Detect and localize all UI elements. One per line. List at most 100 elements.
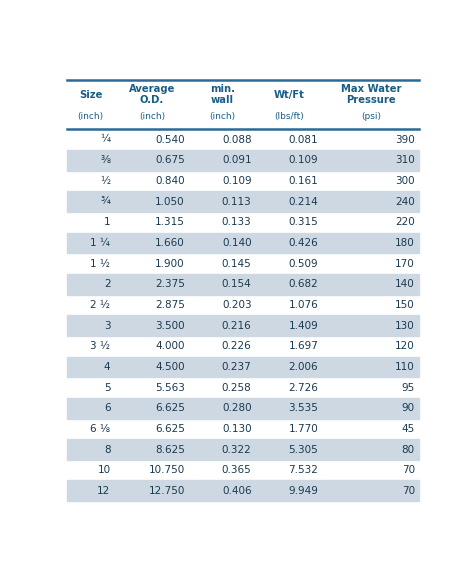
Text: 10.750: 10.750 (148, 465, 185, 475)
Text: 0.322: 0.322 (222, 445, 252, 454)
Text: 80: 80 (402, 445, 415, 454)
Text: 0.280: 0.280 (222, 403, 252, 413)
Text: 0.214: 0.214 (289, 197, 319, 207)
Text: 1.076: 1.076 (289, 300, 319, 310)
Text: 0.154: 0.154 (222, 279, 252, 289)
Text: 0.258: 0.258 (222, 383, 252, 392)
Text: 4.500: 4.500 (155, 362, 185, 372)
Text: 0.140: 0.140 (222, 238, 252, 248)
Text: 0.540: 0.540 (155, 135, 185, 145)
Text: 0.226: 0.226 (222, 341, 252, 351)
Text: 1.660: 1.660 (155, 238, 185, 248)
Text: 3.500: 3.500 (155, 320, 185, 331)
Text: 110: 110 (395, 362, 415, 372)
Text: 0.406: 0.406 (222, 486, 252, 496)
Text: 2.375: 2.375 (155, 279, 185, 289)
Text: 0.109: 0.109 (222, 176, 252, 186)
Text: 2.006: 2.006 (289, 362, 319, 372)
Text: 4: 4 (104, 362, 110, 372)
Text: 0.509: 0.509 (289, 258, 319, 269)
Bar (66, 274, 419, 295)
Text: 5: 5 (104, 383, 110, 392)
Text: 220: 220 (395, 218, 415, 227)
Text: 2 ½: 2 ½ (91, 300, 110, 310)
Bar (66, 357, 419, 377)
Text: (lbs/ft): (lbs/ft) (274, 112, 304, 121)
Text: Average
O.D.: Average O.D. (129, 84, 175, 106)
Text: 1.050: 1.050 (155, 197, 185, 207)
Text: 0.133: 0.133 (222, 218, 252, 227)
Text: ¼: ¼ (100, 135, 110, 145)
Bar (66, 233, 419, 253)
Text: 7.532: 7.532 (289, 465, 319, 475)
Text: 180: 180 (395, 238, 415, 248)
Text: 0.237: 0.237 (222, 362, 252, 372)
Text: 12: 12 (97, 486, 110, 496)
Bar (66, 398, 419, 419)
Text: 3 ½: 3 ½ (91, 341, 110, 351)
Text: 310: 310 (395, 156, 415, 165)
Text: 8: 8 (104, 445, 110, 454)
Text: 0.315: 0.315 (289, 218, 319, 227)
Text: ½: ½ (100, 176, 110, 186)
Text: 170: 170 (395, 258, 415, 269)
Text: 1.900: 1.900 (155, 258, 185, 269)
Text: 90: 90 (402, 403, 415, 413)
Text: 0.365: 0.365 (222, 465, 252, 475)
Text: 70: 70 (402, 486, 415, 496)
Text: 150: 150 (395, 300, 415, 310)
Text: 130: 130 (395, 320, 415, 331)
Bar (66, 315, 419, 336)
Text: 8.625: 8.625 (155, 445, 185, 454)
Text: 140: 140 (395, 279, 415, 289)
Text: 1.770: 1.770 (289, 424, 319, 434)
Text: 70: 70 (402, 465, 415, 475)
Text: 0.081: 0.081 (289, 135, 319, 145)
Text: 0.203: 0.203 (222, 300, 252, 310)
Text: 1.697: 1.697 (289, 341, 319, 351)
Text: 0.216: 0.216 (222, 320, 252, 331)
Text: 4.000: 4.000 (155, 341, 185, 351)
Text: (inch): (inch) (210, 112, 236, 121)
Text: 1 ¼: 1 ¼ (91, 238, 110, 248)
Text: 2.726: 2.726 (289, 383, 319, 392)
Text: 0.840: 0.840 (155, 176, 185, 186)
Text: 0.426: 0.426 (289, 238, 319, 248)
Text: ⅜: ⅜ (100, 156, 110, 165)
Text: 6: 6 (104, 403, 110, 413)
Text: 240: 240 (395, 197, 415, 207)
Text: 12.750: 12.750 (148, 486, 185, 496)
Text: 3: 3 (104, 320, 110, 331)
Text: (inch): (inch) (78, 112, 104, 121)
Text: 1: 1 (104, 218, 110, 227)
Text: 0.682: 0.682 (289, 279, 319, 289)
Text: (inch): (inch) (139, 112, 165, 121)
Text: 6 ⅛: 6 ⅛ (91, 424, 110, 434)
Text: 1 ½: 1 ½ (91, 258, 110, 269)
Text: 0.130: 0.130 (222, 424, 252, 434)
Text: 300: 300 (395, 176, 415, 186)
Text: min.
wall: min. wall (210, 84, 235, 106)
Text: 2: 2 (104, 279, 110, 289)
Text: 5.305: 5.305 (289, 445, 319, 454)
Text: ¾: ¾ (100, 197, 110, 207)
Text: 120: 120 (395, 341, 415, 351)
Text: 95: 95 (401, 383, 415, 392)
Text: Wt/Ft: Wt/Ft (274, 90, 305, 99)
Text: 6.625: 6.625 (155, 403, 185, 413)
Bar (66, 150, 419, 171)
Text: 390: 390 (395, 135, 415, 145)
Text: 0.088: 0.088 (222, 135, 252, 145)
Text: 0.109: 0.109 (289, 156, 319, 165)
Text: Max Water
Pressure: Max Water Pressure (341, 84, 401, 106)
Text: 2.875: 2.875 (155, 300, 185, 310)
Text: 0.145: 0.145 (222, 258, 252, 269)
Text: 6.625: 6.625 (155, 424, 185, 434)
Text: 5.563: 5.563 (155, 383, 185, 392)
Text: 10: 10 (97, 465, 110, 475)
Text: 1.315: 1.315 (155, 218, 185, 227)
Bar (66, 481, 419, 501)
Text: 0.675: 0.675 (155, 156, 185, 165)
Text: 9.949: 9.949 (289, 486, 319, 496)
Text: 0.161: 0.161 (289, 176, 319, 186)
